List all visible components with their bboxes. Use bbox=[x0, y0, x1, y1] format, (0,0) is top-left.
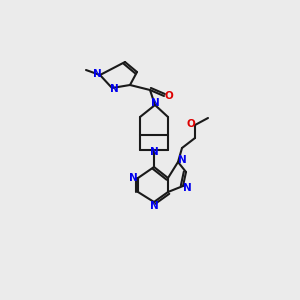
Text: N: N bbox=[93, 69, 101, 79]
Text: N: N bbox=[151, 98, 159, 108]
Text: N: N bbox=[129, 173, 137, 183]
Text: N: N bbox=[178, 155, 186, 165]
Text: N: N bbox=[110, 84, 118, 94]
Text: N: N bbox=[183, 183, 191, 193]
Text: N: N bbox=[150, 147, 158, 157]
Text: O: O bbox=[165, 91, 173, 101]
Text: O: O bbox=[187, 119, 195, 129]
Text: N: N bbox=[150, 201, 158, 211]
